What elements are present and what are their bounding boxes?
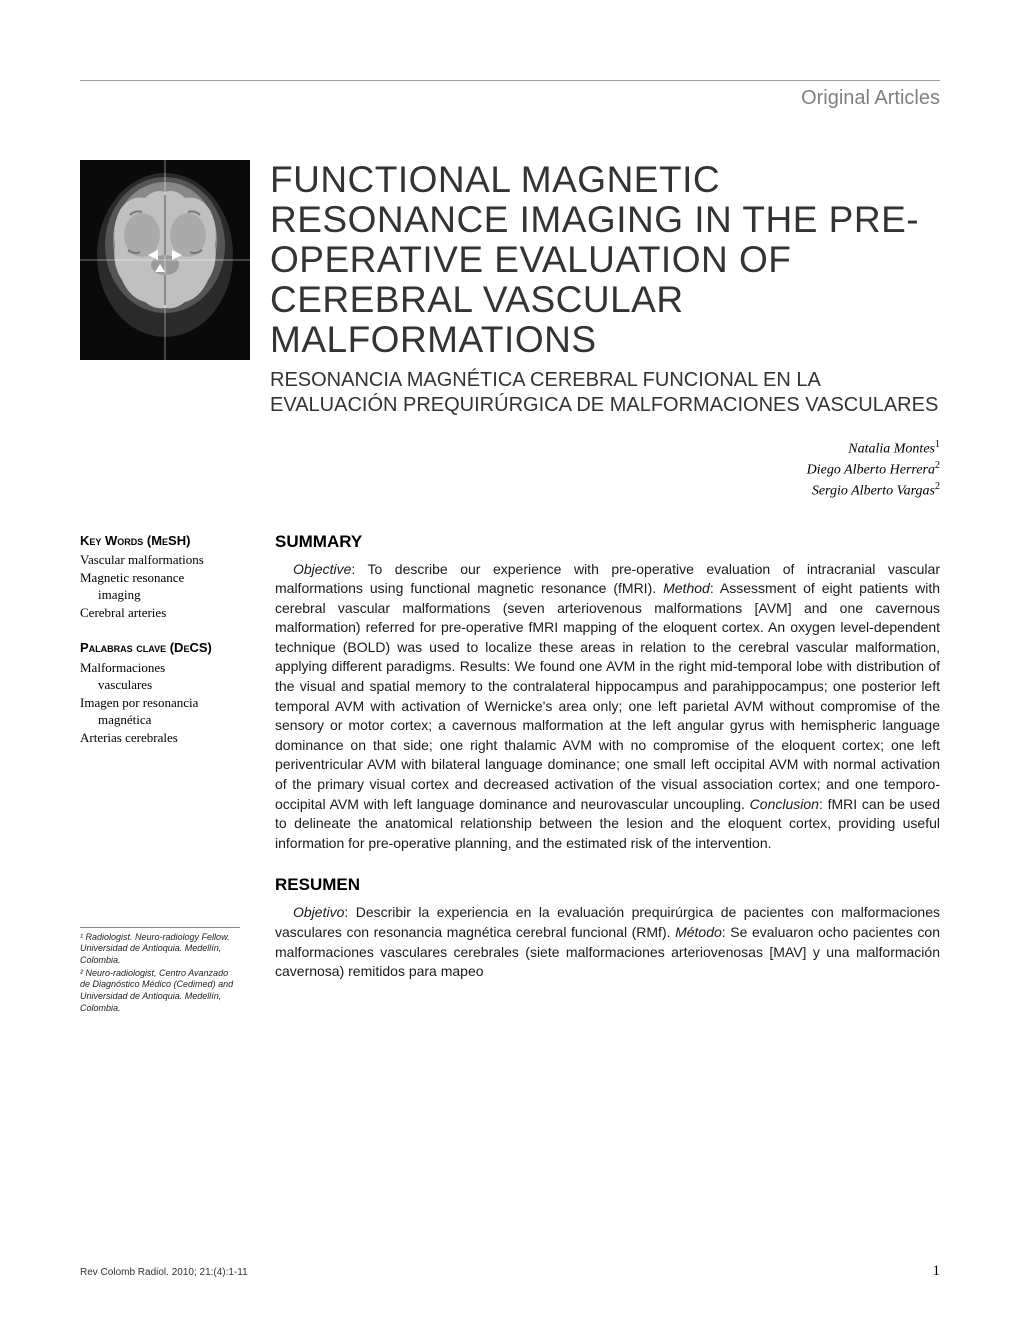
summary-text: Objective: To describe our experience wi… <box>275 560 940 854</box>
content-columns: Key Words (MeSH) Vascular malformations … <box>80 532 940 1016</box>
title-section: FUNCTIONAL MAGNETIC RESONANCE IMAGING IN… <box>80 160 940 418</box>
keyword: Arterias cerebrales <box>80 729 250 747</box>
footnote: ¹ Radiologist. Neuro-radiology Fellow. U… <box>80 932 240 967</box>
keyword: vasculares <box>80 676 250 694</box>
keyword: Magnetic resonance <box>80 569 250 587</box>
keyword: Cerebral arteries <box>80 604 250 622</box>
keywords-es-list: Malformaciones vasculares Imagen por res… <box>80 659 250 747</box>
article-subtitle: RESONANCIA MAGNÉTICA CEREBRAL FUNCIONAL … <box>270 368 940 418</box>
keywords-en-heading: Key Words (MeSH) <box>80 532 250 550</box>
journal-citation: Rev Colomb Radiol. 2010; 21:(4):1-11 <box>80 1267 248 1278</box>
footnote: ² Neuro-radiologist, Centro Avanzado de … <box>80 968 240 1015</box>
affiliation-footnotes: ¹ Radiologist. Neuro-radiology Fellow. U… <box>80 927 240 1015</box>
keyword: imaging <box>80 586 250 604</box>
author: Diego Alberto Herrera2 <box>80 459 940 480</box>
keyword: magnética <box>80 711 250 729</box>
keyword: Vascular malformations <box>80 551 250 569</box>
keywords-en-list: Vascular malformations Magnetic resonanc… <box>80 551 250 621</box>
header-rule <box>80 80 940 81</box>
keyword: Malformaciones <box>80 659 250 677</box>
resumen-text: Objetivo: Describir la experiencia en la… <box>275 903 940 981</box>
title-block: FUNCTIONAL MAGNETIC RESONANCE IMAGING IN… <box>270 160 940 418</box>
keyword: Imagen por resonancia <box>80 694 250 712</box>
article-category: Original Articles <box>80 87 940 110</box>
page-footer: Rev Colomb Radiol. 2010; 21:(4):1-11 1 <box>80 1263 940 1280</box>
page-number: 1 <box>933 1263 941 1280</box>
resumen-section: RESUMEN Objetivo: Describir la experienc… <box>275 875 940 981</box>
keywords-es-heading: Palabras clave (DeCS) <box>80 639 250 657</box>
authors-list: Natalia Montes1 Diego Alberto Herrera2 S… <box>80 438 940 502</box>
summary-heading: SUMMARY <box>275 532 940 552</box>
author: Sergio Alberto Vargas2 <box>80 480 940 501</box>
article-title: FUNCTIONAL MAGNETIC RESONANCE IMAGING IN… <box>270 160 940 360</box>
sidebar: Key Words (MeSH) Vascular malformations … <box>80 532 250 1016</box>
brain-mri-image <box>80 160 250 360</box>
resumen-heading: RESUMEN <box>275 875 940 895</box>
author: Natalia Montes1 <box>80 438 940 459</box>
main-content: SUMMARY Objective: To describe our exper… <box>275 532 940 1016</box>
